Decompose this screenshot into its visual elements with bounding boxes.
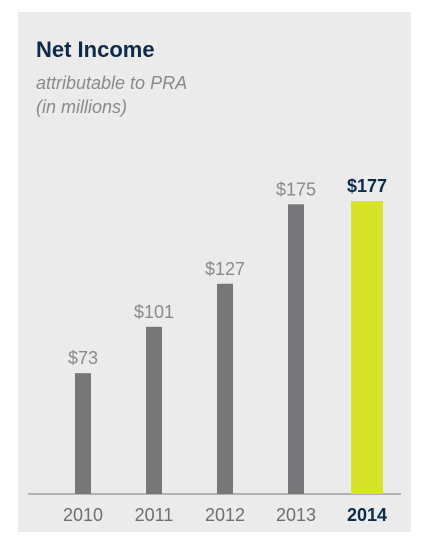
bar-2010: [75, 373, 91, 494]
chart-subtitle-line-2: (in millions): [36, 97, 128, 117]
x-tick-label-2012: 2012: [205, 505, 245, 525]
value-label-2012: $127: [205, 259, 245, 279]
value-label-2010: $73: [68, 348, 98, 368]
x-tick-label-2013: 2013: [276, 505, 316, 525]
x-tick-label-2010: 2010: [63, 505, 103, 525]
x-tick-label-2011: 2011: [135, 505, 174, 525]
chart-panel: Net Income attributable to PRA (in milli…: [18, 12, 411, 532]
bars-layer: [75, 201, 383, 494]
bar-2012: [217, 283, 233, 494]
bar-2011: [146, 326, 162, 494]
bar-chart: $73 $101 $127 $175 $177 2010 2011 2012 2013 2014: [28, 176, 401, 525]
value-labels-layer: $73 $101 $127 $175 $177: [68, 176, 387, 368]
chart-subtitle-line-1: attributable to PRA: [36, 73, 188, 93]
x-tick-labels-layer: 2010 2011 2012 2013 2014: [63, 505, 387, 525]
chart-title: Net Income: [36, 37, 155, 62]
bar-2014: [351, 201, 383, 494]
value-label-2014: $177: [347, 176, 387, 196]
value-label-2013: $175: [276, 179, 316, 199]
bar-2013: [288, 204, 304, 494]
x-tick-label-2014: 2014: [347, 505, 387, 525]
value-label-2011: $101: [134, 302, 174, 322]
